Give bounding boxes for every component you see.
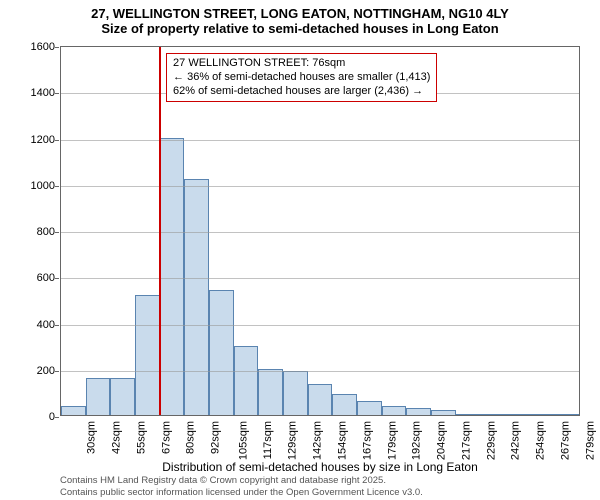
histogram-bar [406,408,431,415]
y-tick-label: 800 [37,226,55,238]
gridline [61,232,579,233]
x-tick-label: 30sqm [86,421,98,454]
page-subtitle: Size of property relative to semi-detach… [0,21,600,36]
x-tick-label: 167sqm [361,421,373,460]
x-tick-label: 105sqm [238,421,250,460]
callout-line: ← 36% of semi-detached houses are smalle… [173,71,430,85]
x-tick-label: 80sqm [185,421,197,454]
histogram-bar [160,138,185,416]
callout-box: 27 WELLINGTON STREET: 76sqm ← 36% of sem… [166,53,437,102]
histogram-bar [357,401,382,415]
x-tick-label: 267sqm [559,421,571,460]
x-tick-label: 67sqm [160,421,172,454]
y-tick-label: 1200 [31,134,55,146]
page-title: 27, WELLINGTON STREET, LONG EATON, NOTTI… [0,6,600,21]
histogram-bar [308,384,333,415]
histogram-bar [456,414,481,415]
histogram-bar [480,414,505,415]
y-tick-label: 200 [37,365,55,377]
histogram-bar [258,369,283,415]
x-tick-label: 154sqm [337,421,349,460]
x-tick-label: 179sqm [386,421,398,460]
histogram-bar [530,414,555,415]
x-tick-label: 129sqm [287,421,299,460]
histogram-bar [184,179,209,415]
footer-line: Contains HM Land Registry data © Crown c… [60,475,423,486]
x-tick-label: 254sqm [535,421,547,460]
callout-line: 27 WELLINGTON STREET: 76sqm [173,57,430,71]
y-tick-label: 1000 [31,180,55,192]
footer-line: Contains public sector information licen… [60,487,423,498]
x-tick-label: 142sqm [312,421,324,460]
histogram-bar [135,295,160,415]
histogram-bar [110,378,135,415]
gridline [61,140,579,141]
x-tick-label: 204sqm [436,421,448,460]
gridline [61,186,579,187]
x-tick-label: 279sqm [584,421,596,460]
y-tick-label: 600 [37,272,55,284]
y-tick-label: 0 [49,411,55,423]
gridline [61,371,579,372]
plot-area: 02004006008001000120014001600 30sqm42sqm… [60,46,580,416]
histogram-bar [554,414,579,415]
histogram-bar [209,290,234,415]
x-tick-label: 217sqm [460,421,472,460]
x-tick-label: 192sqm [411,421,423,460]
x-tick-label: 229sqm [485,421,497,460]
histogram-bar [283,371,308,415]
reference-line [159,47,161,415]
x-tick-label: 55sqm [135,421,147,454]
y-tick-label: 1400 [31,87,55,99]
histogram-bar [234,346,259,415]
y-tick-label: 400 [37,319,55,331]
callout-line: 62% of semi-detached houses are larger (… [173,85,430,99]
y-tick-label: 1600 [31,41,55,53]
gridline [61,278,579,279]
x-tick-label: 42sqm [111,421,123,454]
histogram-bar [61,406,86,415]
gridline [61,325,579,326]
x-axis-label: Distribution of semi-detached houses by … [162,460,478,474]
x-tick-label: 242sqm [510,421,522,460]
histogram-bar [332,394,357,415]
histogram-bar [505,414,530,415]
histogram-bar [382,406,407,415]
x-tick-label: 92sqm [210,421,222,454]
histogram-bar [86,378,111,415]
x-tick-label: 117sqm [262,421,274,459]
histogram-bar [431,410,456,415]
histogram-chart: Number of semi-detached properties 02004… [60,46,580,416]
